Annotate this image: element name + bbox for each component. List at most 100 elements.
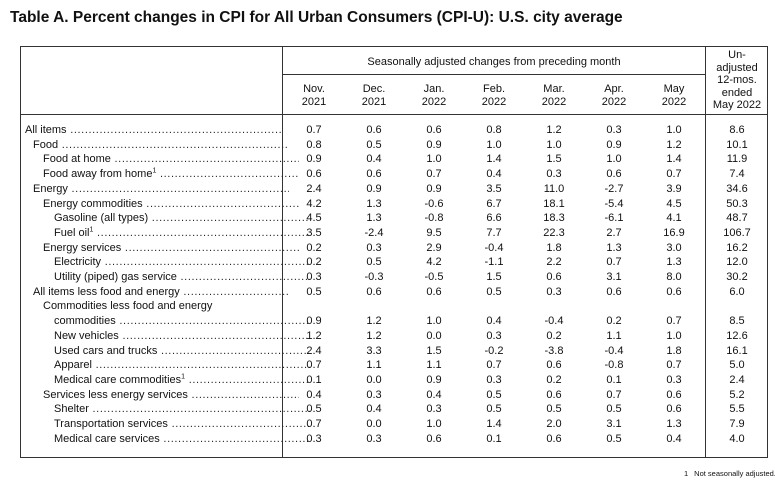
monthly-change-value: -0.4 <box>604 344 624 357</box>
unadjusted-value: 12.0 <box>726 256 748 269</box>
row-label: Used cars and trucks <box>25 344 310 359</box>
table-row: Electricity 0.2 0.5 4.2 -1.1 2.2 0.7 1.3 12.0 <box>21 255 767 270</box>
monthly-change-value: 0.2 <box>306 241 322 254</box>
unadjusted-header-line: ended <box>721 86 753 99</box>
table-row: Transportation services 0.7 0.0 1.0 1.4 2.0 3.… <box>21 417 767 432</box>
monthly-change-value: 0.6 <box>666 285 682 298</box>
unadjusted-header-line: adjusted <box>716 61 758 74</box>
footnote-text: Not seasonally adjusted. <box>694 469 775 478</box>
monthly-change-value: 0.7 <box>426 168 442 181</box>
header-divider <box>21 114 767 115</box>
monthly-change-value: 0.6 <box>366 124 382 136</box>
monthly-change-value: 0.7 <box>606 256 622 269</box>
monthly-change-value: -0.6 <box>424 197 444 210</box>
row-label: Shelter <box>25 402 310 417</box>
monthly-change-value: 2.7 <box>606 226 622 239</box>
monthly-change-value: 0.3 <box>666 373 682 386</box>
monthly-change-value: 0.3 <box>306 271 322 283</box>
monthly-change-value: 3.9 <box>666 182 682 195</box>
monthly-change-value: 6.7 <box>486 197 502 210</box>
monthly-change-value: 1.4 <box>486 418 502 430</box>
monthly-change-value: 0.3 <box>306 432 322 445</box>
row-label: Energy services <box>25 241 299 256</box>
monthly-change-value: 0.6 <box>366 168 382 181</box>
monthly-change-value: 0.9 <box>426 182 442 195</box>
row-label-text: Fuel oil <box>54 226 90 239</box>
monthly-change-value: 1.2 <box>306 329 322 342</box>
unadjusted-header-line: Un- <box>728 49 746 61</box>
monthly-change-value: 0.3 <box>426 403 442 416</box>
monthly-change-value: 4.1 <box>666 212 682 225</box>
row-label: Electricity <box>25 255 310 270</box>
unadjusted-value: 16.1 <box>726 344 748 357</box>
row-label-text: New vehicles <box>54 329 119 342</box>
monthly-change-value: 0.5 <box>486 285 502 298</box>
footnote-superscript: 1 <box>181 373 186 381</box>
row-label-text: Food at home <box>43 153 111 166</box>
monthly-change-value: 0.9 <box>426 373 442 386</box>
row-label-text: Energy services <box>43 241 122 254</box>
unadjusted-value: 5.2 <box>729 388 745 401</box>
table-row: Services less energy services 0.4 0.3 0.4 0.… <box>21 388 767 403</box>
unadjusted-value: 5.5 <box>729 403 745 416</box>
column-header-line: 2022 <box>601 96 627 108</box>
monthly-change-value: 0.5 <box>606 432 622 445</box>
monthly-change-value: -5.4 <box>604 197 624 210</box>
monthly-change-value: 8.0 <box>666 271 682 283</box>
monthly-change-value: 4.5 <box>666 197 682 210</box>
monthly-change-value: 0.7 <box>306 124 322 136</box>
monthly-change-value: 0.3 <box>486 373 502 386</box>
row-label: Services less energy services <box>25 388 299 403</box>
column-divider <box>705 47 706 457</box>
table-row: Utility (piped) gas service 0.3 -0.3 -0.5 1.… <box>21 270 767 285</box>
monthly-change-value: -3.8 <box>544 344 564 357</box>
monthly-change-value: 0.6 <box>426 285 442 298</box>
column-header-line: Feb. <box>482 83 505 95</box>
footnote-mark: 1 <box>684 469 689 478</box>
monthly-change-value: 1.3 <box>606 241 622 254</box>
monthly-change-value: 0.2 <box>546 329 562 342</box>
monthly-change-value: 0.9 <box>426 138 442 151</box>
unadjusted-value: 30.2 <box>726 271 748 283</box>
monthly-change-value: 1.2 <box>366 315 382 328</box>
monthly-change-value: 0.4 <box>426 388 442 401</box>
monthly-change-value: -0.2 <box>484 344 504 357</box>
monthly-change-value: 6.6 <box>486 212 502 225</box>
monthly-change-value: 3.1 <box>606 418 622 430</box>
table-row: Energy 2.4 0.9 0.9 3.5 11.0 -2.7 3.9 34.6 <box>21 182 767 197</box>
monthly-change-value: 1.4 <box>486 153 502 166</box>
row-label-text: Medical care commodities <box>54 373 182 386</box>
footnote: 1 Not seasonally adjusted. <box>684 469 775 478</box>
unadjusted-value: 2.4 <box>729 373 745 386</box>
table-row: All items 0.7 0.6 0.6 0.8 1.2 0.3 1.0 8.6 <box>21 123 767 138</box>
monthly-change-value: 1.3 <box>666 256 682 269</box>
monthly-change-value: 0.3 <box>366 388 382 401</box>
column-header: Apr. 2022 <box>584 83 644 109</box>
row-label-text: Apparel <box>54 359 92 372</box>
row-label-line: Commodities less food and energy <box>43 300 213 313</box>
row-label-text: Gasoline (all types) <box>54 212 149 225</box>
column-header: Feb. 2022 <box>464 83 524 109</box>
unadjusted-value: 12.6 <box>726 329 748 342</box>
unadjusted-value: 7.9 <box>729 418 745 430</box>
row-label-text: All items less food and energy <box>33 285 180 298</box>
unadjusted-value: 34.6 <box>726 182 748 195</box>
monthly-change-value: 0.0 <box>426 329 442 342</box>
monthly-change-value: 1.1 <box>606 329 622 342</box>
monthly-change-value: 0.8 <box>486 124 502 136</box>
monthly-change-value: 0.9 <box>606 138 622 151</box>
monthly-change-value: 3.1 <box>606 271 622 283</box>
monthly-change-value: 2.4 <box>306 182 322 195</box>
column-header-line: Jan. <box>423 83 445 95</box>
monthly-change-value: 1.1 <box>426 359 442 372</box>
monthly-change-value: 0.5 <box>306 285 322 298</box>
row-label-text: Energy commodities <box>43 197 143 210</box>
monthly-change-value: 0.3 <box>546 285 562 298</box>
monthly-change-value: 0.2 <box>546 373 562 386</box>
monthly-change-value: 0.6 <box>426 432 442 445</box>
monthly-change-value: 1.8 <box>666 344 682 357</box>
monthly-change-value: 0.6 <box>366 285 382 298</box>
row-label-text: Shelter <box>54 403 89 416</box>
column-header: Jan. 2022 <box>404 83 464 109</box>
